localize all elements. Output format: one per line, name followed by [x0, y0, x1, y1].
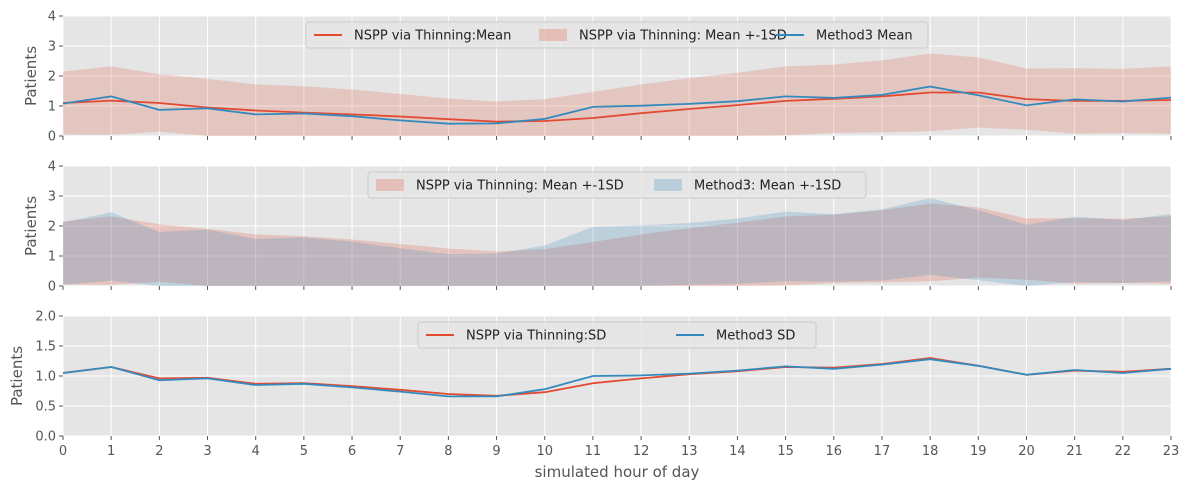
x-tick-label: 12	[633, 444, 650, 459]
y-tick-label: 4	[48, 10, 56, 25]
y-tick-label: 1	[48, 100, 56, 115]
y-tick-label: 2	[48, 220, 56, 235]
legend-frame	[417, 321, 817, 349]
legend-entry: NSPP via Thinning: Mean +-1SD	[579, 29, 787, 44]
y-tick-label: 1.0	[35, 370, 56, 385]
legend-frame	[305, 21, 929, 49]
x-tick-label: 9	[492, 444, 500, 459]
legend: NSPP via Thinning:Mean NSPP via Thinning:…	[305, 21, 929, 49]
legend-frame	[367, 171, 867, 199]
x-tick-label: 10	[536, 444, 553, 459]
line-nspp	[62, 91, 1172, 123]
x-tick-label: 16	[826, 444, 843, 459]
legend-swatch	[376, 179, 404, 191]
x-axis-label: simulated hour of day	[535, 463, 700, 481]
y-tick-label: 2	[48, 70, 56, 85]
x-tick-label: 0	[59, 444, 67, 459]
legend-entry: NSPP via Thinning:SD	[466, 329, 606, 344]
x-tick-label: 22	[1115, 444, 1132, 459]
panel-2: 0 1 2 3 4 Patients NSPP via Thinning: Mean +-1…	[22, 160, 1172, 295]
y-tick-label: 0	[48, 280, 56, 295]
band-nspp	[63, 203, 1171, 286]
x-tick-label: 4	[252, 444, 260, 459]
y-tick-label: 0	[48, 130, 56, 145]
x-tick-label: 21	[1066, 444, 1083, 459]
legend-entry: NSPP via Thinning:Mean	[354, 29, 511, 44]
y-axis-label: Patients	[22, 46, 40, 106]
legend-entry: NSPP via Thinning: Mean +-1SD	[416, 179, 624, 194]
y-tick-label: 3	[48, 40, 56, 55]
legend: NSPP via Thinning: Mean +-1SD Method3: Me…	[367, 171, 867, 199]
panel-3: 0.0 0.5 1.0 1.5 2.0 Patients NSPP via Thinning…	[8, 310, 1172, 445]
line-method3	[62, 85, 1172, 125]
band-method3	[63, 198, 1171, 286]
legend-swatch	[654, 179, 682, 191]
y-axis-label: Patients	[8, 346, 26, 406]
x-tick-label: 17	[874, 444, 891, 459]
y-tick-label: 0.0	[35, 430, 56, 445]
x-tick-label: 2	[155, 444, 163, 459]
y-tick-label: 4	[48, 160, 56, 175]
legend: NSPP via Thinning:SD Method3 SD	[417, 321, 817, 349]
x-tick-label: 23	[1163, 444, 1180, 459]
x-tick-label: 5	[300, 444, 308, 459]
line-method3	[62, 358, 1172, 398]
x-tick-label: 11	[585, 444, 602, 459]
legend-entry: Method3 Mean	[816, 29, 913, 44]
x-tick-label: 8	[444, 444, 452, 459]
y-tick-label: 0.5	[35, 400, 56, 415]
legend-swatch	[539, 29, 567, 41]
x-tick-label: 14	[729, 444, 746, 459]
y-tick-label: 1.5	[35, 340, 56, 355]
x-tick-label: 15	[777, 444, 794, 459]
x-tick-label: 20	[1018, 444, 1035, 459]
y-tick-label: 2.0	[35, 310, 56, 325]
x-tick-label: 19	[970, 444, 987, 459]
x-tick-label: 6	[348, 444, 356, 459]
x-tick-label: 1	[107, 444, 115, 459]
x-tick-label: 13	[681, 444, 698, 459]
x-tick-label: 18	[922, 444, 939, 459]
legend-entry: Method3 SD	[716, 329, 795, 344]
y-tick-label: 3	[48, 190, 56, 205]
legend-entry: Method3: Mean +-1SD	[694, 179, 841, 194]
x-tick-label: 7	[396, 444, 404, 459]
x-tick-label: 3	[203, 444, 211, 459]
y-tick-label: 1	[48, 250, 56, 265]
y-axis-label: Patients	[22, 196, 40, 256]
